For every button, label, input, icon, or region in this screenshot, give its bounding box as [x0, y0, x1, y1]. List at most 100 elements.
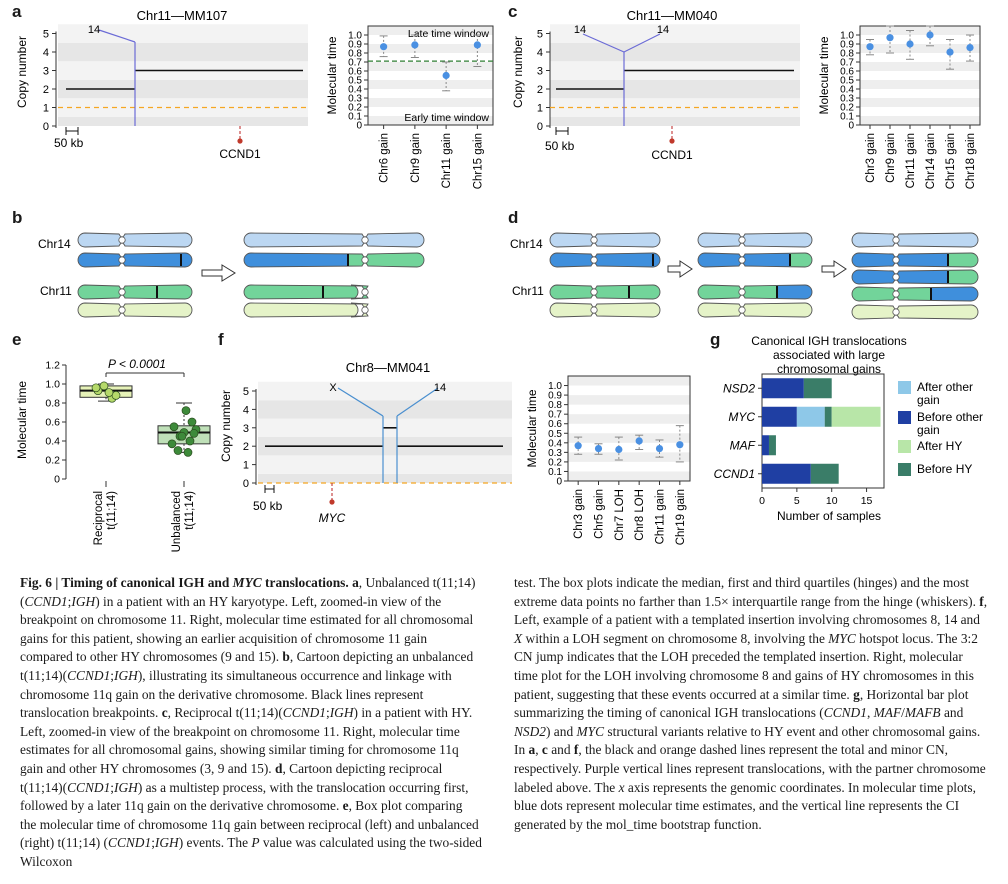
box-ytick-label: 0.4: [45, 436, 60, 448]
panel-b-cartoon: Chr14 Chr11: [38, 232, 425, 318]
cn-ytick-label: 2: [43, 84, 49, 96]
mt-ylabel: Molecular time: [525, 389, 539, 467]
panel-a-cn-title: Chr11—MM107: [137, 8, 228, 23]
chromosome-11-derivative-step3: [851, 286, 979, 302]
mt-ytick-label: 0.8: [548, 400, 562, 411]
panel-c-cn-title: Chr11—MM040: [627, 8, 718, 23]
mt-ytick-label: 0.1: [548, 467, 562, 478]
mt-ytick-label: 0.1: [348, 112, 362, 123]
mt-xtick-label: Chr7 LOH: [614, 489, 626, 541]
chromosome-outline: [549, 284, 661, 300]
cn-ytick-label: 1: [43, 103, 49, 115]
box-point: [177, 431, 187, 441]
cn-ytick-label: 0: [243, 478, 249, 490]
centromere: [361, 288, 369, 296]
chromosome-body: [78, 233, 192, 247]
chromosome-segment: [948, 270, 978, 284]
box-point: [167, 439, 177, 449]
centromere: [738, 306, 746, 314]
mt-xtick-label: Chr9 gain: [885, 133, 897, 183]
mt-ytick-label: 0.2: [840, 103, 854, 114]
cn-band: [550, 79, 800, 99]
partner-line-right-diag: [396, 387, 439, 417]
panel-f-copy-number: Chr8—MM041 Copy number 0 1 2 3 4 5 X 14 50 kb…: [219, 360, 512, 525]
chromosome-outline: [697, 232, 813, 248]
panel-letter-f: f: [218, 330, 224, 349]
chromosome-11-normal-step2: [697, 302, 813, 318]
legend-label: Before other: [917, 410, 983, 424]
panel-letter-g: g: [710, 330, 721, 349]
gene-label: MYC: [319, 511, 346, 525]
panel-a-cn-yticks: 0 1 2 3 4 5: [43, 29, 57, 133]
panel-g-barchart: Canonical IGH translocations associated …: [714, 334, 983, 523]
centromere: [892, 273, 900, 281]
chromosome-outline: [243, 284, 369, 300]
mt-frame: [367, 25, 494, 126]
mt-band: [368, 44, 493, 53]
mt-ytick-label: 0: [356, 121, 362, 132]
chromosome-outline: [851, 304, 979, 320]
mt-point: [866, 43, 874, 51]
chromosome-body: [78, 303, 192, 317]
box-point: [104, 388, 114, 397]
box-point: [189, 429, 199, 438]
mt-xtick-label: Chr18 gain: [965, 133, 977, 189]
mt-ytick-label: 0.4: [840, 85, 854, 96]
panel-letter-e: e: [12, 330, 22, 349]
chromosome-body: [244, 285, 368, 299]
chromosome-segment: [790, 253, 812, 267]
chromosome-body: [244, 303, 368, 317]
gene-marker: [329, 499, 335, 505]
chromosome-14-normal-step2: [697, 232, 813, 248]
panel-e-pvalue: P < 0.0001: [108, 357, 166, 371]
mt-xtick-label: Chr11 gain: [655, 489, 667, 544]
mt-ytick-label: 0.3: [548, 448, 562, 459]
panel-letter-b: b: [12, 208, 23, 227]
arrow-icon: [201, 264, 236, 282]
chromosome-body: [852, 233, 978, 247]
cn-band: [58, 98, 308, 117]
box-point: [99, 381, 109, 391]
mt-ytick-label: 0: [556, 477, 562, 488]
partner-label-right: 14: [657, 24, 669, 36]
centromere: [590, 256, 598, 264]
chromosome-11-normal: [549, 302, 661, 318]
legend-label: gain: [917, 423, 940, 437]
cn-ytick-label: 4: [43, 47, 49, 59]
mt-point: [574, 442, 582, 450]
chromosome-14-normal: [77, 232, 193, 248]
chromosome-body: [698, 233, 812, 247]
panel-c-cn-yticks: 0 1 2 3 4 5: [537, 29, 551, 133]
chromosome-outline: [77, 232, 193, 248]
mt-ytick-label: 0.9: [840, 40, 854, 51]
chromosome-14-derivative-step3b: [851, 269, 979, 285]
mt-xtick-label: Chr15 gain: [472, 133, 484, 189]
mt-band: [368, 80, 493, 89]
box-xtick-label: t(11;14): [184, 491, 196, 530]
bar-xtick-label: 10: [826, 495, 838, 507]
gene-label: CCND1: [219, 147, 261, 161]
mt-xtick-label: Chr6 gain: [379, 133, 391, 183]
mt-ytick-label: 0.2: [348, 103, 362, 114]
partner-line-diag-left: [582, 33, 625, 53]
mt-ytick-label: 0.4: [548, 438, 562, 449]
panel-g-xlabel: Number of samples: [777, 509, 881, 523]
cn-ytick-label: 3: [243, 423, 249, 435]
chromosome-body: [550, 253, 660, 267]
chromosome-outline: [77, 302, 193, 318]
centromere: [361, 306, 369, 314]
cn-ytick-label: 0: [537, 121, 543, 133]
legend-swatch: [898, 463, 911, 476]
mt-xtick-label: Chr5 gain: [594, 489, 606, 539]
panel-d-cartoon: Chr14 Chr11: [510, 232, 979, 320]
panel-letter-d: d: [508, 208, 519, 227]
chromosome-body: [698, 303, 812, 317]
chromosome-11-normal-step3: [851, 304, 979, 320]
legend-swatch: [898, 411, 911, 424]
bar-segment: [810, 463, 839, 484]
late-window-label: Late time window: [408, 28, 490, 40]
centromere: [118, 236, 126, 244]
chromosome-segment: [931, 287, 978, 301]
mt-ylabel: Molecular time: [325, 36, 339, 114]
panel-f-molecular-time: 00.10.20.30.40.50.60.70.80.91.0 Molecular…: [525, 375, 691, 545]
